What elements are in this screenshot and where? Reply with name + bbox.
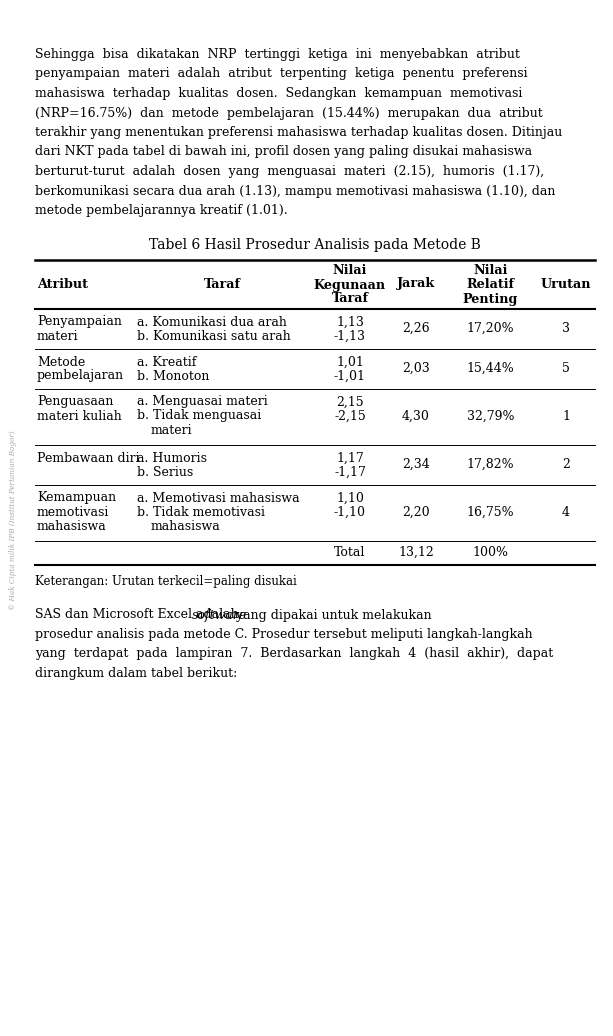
Text: 17,20%: 17,20% [466, 322, 514, 335]
Text: 2,26: 2,26 [402, 322, 430, 335]
Text: Taraf: Taraf [204, 278, 240, 290]
Text: mahasiswa: mahasiswa [37, 519, 107, 533]
Text: Jarak: Jarak [397, 278, 435, 290]
Text: 100%: 100% [473, 546, 509, 559]
Text: materi: materi [151, 424, 192, 436]
Text: mahasiswa  terhadap  kualitas  dosen.  Sedangkan  kemampuan  memotivasi: mahasiswa terhadap kualitas dosen. Sedan… [35, 87, 522, 100]
Text: Penyampaian: Penyampaian [37, 316, 122, 328]
Text: 2,15: 2,15 [336, 396, 364, 408]
Text: 2,34: 2,34 [402, 458, 430, 471]
Text: Sehingga  bisa  dikatakan  NRP  tertinggi  ketiga  ini  menyebabkan  atribut: Sehingga bisa dikatakan NRP tertinggi ke… [35, 48, 520, 61]
Text: memotivasi: memotivasi [37, 506, 109, 518]
Text: Nilai: Nilai [473, 264, 508, 278]
Text: Taraf: Taraf [332, 292, 368, 306]
Text: 1: 1 [562, 410, 570, 423]
Text: Urutan: Urutan [541, 278, 592, 290]
Text: b. Tidak memotivasi: b. Tidak memotivasi [137, 506, 265, 518]
Text: berkomunikasi secara dua arah (1.13), mampu memotivasi mahasiswa (1.10), dan: berkomunikasi secara dua arah (1.13), ma… [35, 184, 555, 198]
Text: Keterangan: Urutan terkecil=paling disukai: Keterangan: Urutan terkecil=paling disuk… [35, 575, 297, 587]
Text: 15,44%: 15,44% [466, 362, 514, 375]
Text: 3: 3 [562, 322, 570, 335]
Text: 4: 4 [562, 506, 570, 519]
Text: a. Memotivasi mahasiswа: a. Memotivasi mahasiswа [137, 491, 300, 505]
Text: b. Tidak menguasai: b. Tidak menguasai [137, 409, 261, 423]
Text: Tabel 6 Hasil Prosedur Analisis pada Metode B: Tabel 6 Hasil Prosedur Analisis pada Met… [149, 237, 481, 252]
Text: 1,13: 1,13 [336, 316, 364, 328]
Text: (NRP=16.75%)  dan  metode  pembelajaran  (15.44%)  merupakan  dua  atribut: (NRP=16.75%) dan metode pembelajaran (15… [35, 107, 543, 119]
Text: b. Komunikasi satu arah: b. Komunikasi satu arah [137, 329, 291, 343]
Text: Total: Total [334, 546, 366, 559]
Text: mahasiswa: mahasiswa [151, 519, 221, 533]
Text: terakhir yang menentukan preferensi mahasiswa terhadap kualitas dosen. Ditinjau: terakhir yang menentukan preferensi maha… [35, 126, 562, 139]
Text: Kegunaan: Kegunaan [314, 279, 386, 291]
Text: Nilai: Nilai [333, 264, 367, 278]
Text: software: software [191, 608, 246, 622]
Text: Relatif: Relatif [466, 279, 514, 291]
Text: 16,75%: 16,75% [466, 506, 514, 519]
Text: 2: 2 [562, 458, 570, 471]
Text: 32,79%: 32,79% [466, 410, 514, 423]
Text: -1,01: -1,01 [334, 370, 366, 382]
Text: -1,10: -1,10 [334, 506, 366, 518]
Text: prosedur analisis pada metode C. Prosedur tersebut meliputi langkah-langkah: prosedur analisis pada metode C. Prosedu… [35, 628, 533, 641]
Text: 1,01: 1,01 [336, 355, 364, 369]
Text: b. Monoton: b. Monoton [137, 370, 210, 382]
Text: materi: materi [37, 329, 78, 343]
Text: Pembawaan diri: Pembawaan diri [37, 452, 140, 464]
Text: a. Menguasai materi: a. Menguasai materi [137, 396, 268, 408]
Text: Kemampuan: Kemampuan [37, 491, 116, 505]
Text: 13,12: 13,12 [398, 546, 434, 559]
Text: -2,15: -2,15 [334, 409, 366, 423]
Text: © Hak Cipta milik IPB (Institut Pertanian Bogor): © Hak Cipta milik IPB (Institut Pertania… [9, 430, 17, 610]
Text: 2,20: 2,20 [402, 506, 430, 519]
Text: SAS dan Microsoft Excel adalah: SAS dan Microsoft Excel adalah [35, 608, 243, 622]
Text: dirangkum dalam tabel berikut:: dirangkum dalam tabel berikut: [35, 667, 237, 680]
Text: Atribut: Atribut [37, 278, 88, 290]
Text: 17,82%: 17,82% [466, 458, 514, 471]
Text: a. Kreatif: a. Kreatif [137, 355, 196, 369]
Text: -1,17: -1,17 [334, 465, 366, 479]
Text: dari NKT pada tabel di bawah ini, profil dosen yang paling disukai mahasiswa: dari NKT pada tabel di bawah ini, profil… [35, 145, 532, 159]
Text: penyampaian  materi  adalah  atribut  terpenting  ketiga  penentu  preferensi: penyampaian materi adalah atribut terpen… [35, 67, 528, 81]
Text: a. Komunikasi dua arah: a. Komunikasi dua arah [137, 316, 287, 328]
Text: 5: 5 [562, 362, 570, 375]
Text: a. Humoris: a. Humoris [137, 452, 207, 464]
Text: -1,13: -1,13 [334, 329, 366, 343]
Text: 2,03: 2,03 [402, 362, 430, 375]
Text: metode pembelajarannya kreatif (1.01).: metode pembelajarannya kreatif (1.01). [35, 204, 287, 217]
Text: yang  terdapat  pada  lampiran  7.  Berdasarkan  langkah  4  (hasil  akhir),  da: yang terdapat pada lampiran 7. Berdasark… [35, 648, 554, 661]
Text: yang dipakai untuk melakukan: yang dipakai untuk melakukan [232, 608, 432, 622]
Text: Metode: Metode [37, 355, 85, 369]
Text: Penguasaan: Penguasaan [37, 396, 113, 408]
Text: materi kuliah: materi kuliah [37, 409, 122, 423]
Text: berturut-turut  adalah  dosen  yang  menguasai  materi  (2.15),  humoris  (1.17): berturut-turut adalah dosen yang menguas… [35, 165, 544, 178]
Text: 4,30: 4,30 [402, 410, 430, 423]
Text: Penting: Penting [463, 292, 518, 306]
Text: 1,10: 1,10 [336, 491, 364, 505]
Text: 1,17: 1,17 [336, 452, 364, 464]
Text: pembelajaran: pembelajaran [37, 370, 124, 382]
Text: b. Serius: b. Serius [137, 465, 193, 479]
